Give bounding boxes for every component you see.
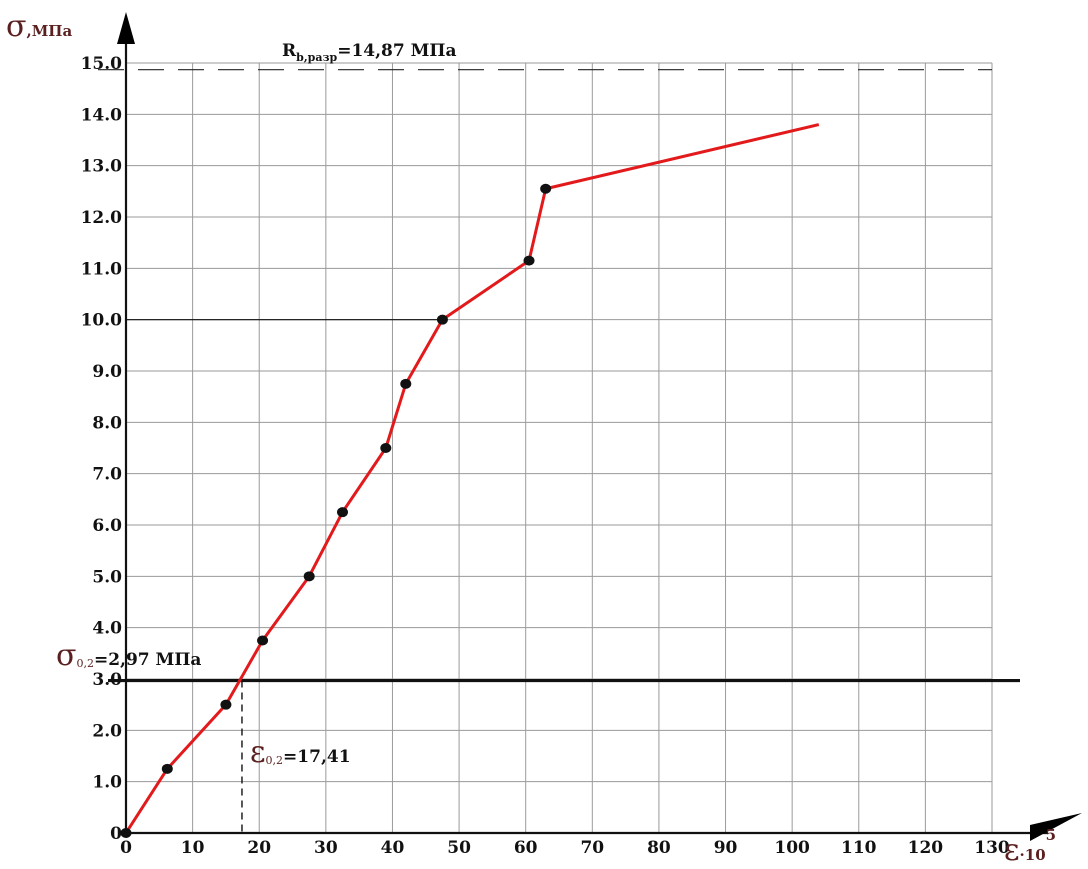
- strength-label: Rb,разр=14,87 МПа: [282, 41, 457, 64]
- x-axis-exponent: 5: [1046, 826, 1056, 844]
- x-tick-label: 50: [447, 838, 471, 858]
- strength-label-main: R: [282, 41, 297, 61]
- data-point: [337, 507, 348, 518]
- data-point: [436, 314, 448, 325]
- series-line: [124, 123, 820, 834]
- x-axis-arrow-icon: [1030, 813, 1082, 841]
- y-tick-label: 6.0: [92, 516, 122, 536]
- tick-labels: 0 1.0 2.0 3.0 4.0 5.0 6.0 7.0 8.0 9.0 10.0 11.0 12.0…: [81, 54, 1010, 858]
- data-point: [220, 699, 232, 710]
- data-point: [400, 378, 412, 389]
- data-point: [120, 828, 132, 838]
- strength-label-value: =14,87 МПа: [337, 41, 456, 61]
- yield-stress-sub: 0,2: [76, 657, 94, 670]
- y-axis-label: σ,МПа: [6, 9, 72, 44]
- y-tick-label: 3.0: [92, 670, 122, 690]
- x-tick-label: 10: [181, 838, 205, 858]
- x-tick-label: 120: [908, 838, 944, 858]
- y-axis-arrow-icon: [117, 12, 135, 44]
- x-tick-label: 0: [120, 838, 132, 858]
- yield-stress-value: =2,97 МПа: [94, 650, 201, 670]
- y-tick-label: 12.0: [81, 208, 123, 228]
- y-tick-label: 7.0: [92, 465, 122, 485]
- y-tick-label: 9.0: [92, 362, 122, 382]
- yield-stress-label: σ0,2=2,97 МПа: [56, 638, 201, 673]
- data-point: [380, 443, 392, 453]
- strength-label-sub: b,разр: [296, 51, 337, 64]
- sigma-symbol: σ: [56, 638, 76, 673]
- x-tick-label: 100: [774, 838, 810, 858]
- x-axis-unit: ·10: [1020, 846, 1046, 864]
- x-tick-label: 80: [647, 838, 671, 858]
- y-tick-label: 11.0: [81, 259, 123, 279]
- y-tick-label: 15.0: [81, 54, 123, 74]
- data-series: [120, 123, 820, 838]
- y-tick-label: 8.0: [92, 413, 122, 433]
- epsilon-symbol: ε: [250, 735, 266, 770]
- x-tick-label: 40: [381, 838, 405, 858]
- x-tick-label: 30: [314, 838, 338, 858]
- y-tick-label: 13.0: [81, 157, 123, 177]
- x-tick-label: 90: [714, 838, 738, 858]
- yield-strain-value: =17,41: [283, 747, 350, 767]
- yield-strain-label: ε0,2=17,41: [250, 735, 351, 770]
- data-point: [161, 763, 173, 774]
- grid-lines: [125, 62, 993, 834]
- data-point: [523, 255, 535, 266]
- yield-strain-sub: 0,2: [266, 754, 284, 767]
- x-tick-label: 110: [841, 838, 877, 858]
- y-tick-label: 14.0: [81, 105, 123, 125]
- axes: [117, 12, 1082, 841]
- y-tick-label: 2.0: [92, 721, 122, 741]
- y-tick-label: 5.0: [92, 567, 122, 587]
- x-tick-label: 20: [247, 838, 271, 858]
- data-point: [303, 571, 315, 582]
- y-tick-label: 0: [110, 824, 122, 844]
- reference-lines: [98, 69, 1020, 833]
- data-point: [540, 183, 552, 194]
- x-tick-label: 60: [514, 838, 538, 858]
- y-tick-label: 1.0: [92, 773, 122, 793]
- y-axis-unit: ,МПа: [26, 22, 72, 40]
- y-tick-label: 10.0: [81, 311, 123, 331]
- x-tick-label: 130: [974, 838, 1010, 858]
- y-tick-label: 4.0: [92, 619, 122, 639]
- data-point: [257, 635, 269, 646]
- x-axis-symbol: ε: [1004, 833, 1020, 868]
- x-tick-label: 70: [580, 838, 604, 858]
- x-axis-label: ε·105: [1004, 826, 1056, 868]
- y-axis-symbol: σ: [6, 9, 26, 44]
